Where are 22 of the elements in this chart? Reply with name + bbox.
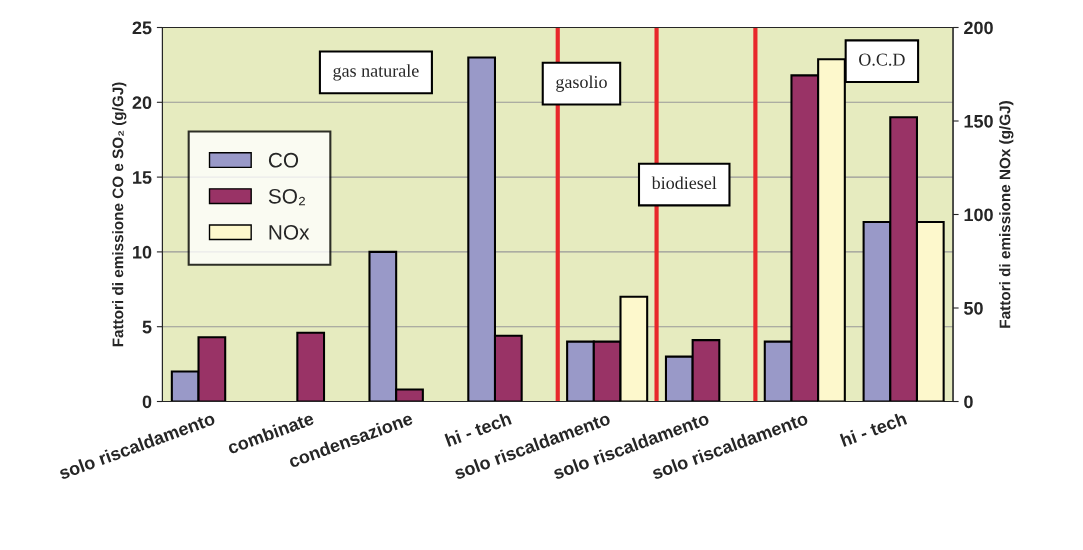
y2-tick-label: 200 — [964, 21, 993, 35]
y-tick-label: 10 — [133, 245, 152, 259]
y2-tick-label: 100 — [964, 208, 993, 222]
y-tick-label: 5 — [142, 320, 152, 334]
annotation: biodiesel — [651, 176, 717, 190]
y2-tick-label: 50 — [964, 301, 983, 315]
y-tick-label: 15 — [133, 171, 152, 184]
legend-label: NOx — [269, 224, 310, 240]
y2-tick-label: 150 — [964, 114, 993, 128]
y-axis-title: Fattori di emissione CO e SO₂ (g/GJ) — [112, 82, 127, 347]
y-tick-label: 0 — [142, 395, 152, 409]
annotation: gas naturale — [333, 64, 419, 81]
y2-tick-label: 0 — [964, 395, 973, 409]
y-tick-label: 20 — [132, 96, 152, 110]
x-tick-label: hi - tech — [839, 411, 908, 447]
legend-label: SO₂ — [268, 188, 305, 206]
annotation: O.C.D — [859, 53, 905, 66]
y2-axis-title: Fattori di emissione NOx (g/GJ) — [999, 101, 1014, 328]
legend-label: CO — [268, 152, 299, 168]
annotation: gasolio — [556, 75, 607, 92]
bar — [296, 331, 326, 402]
y-tick-label: 25 — [132, 21, 152, 35]
